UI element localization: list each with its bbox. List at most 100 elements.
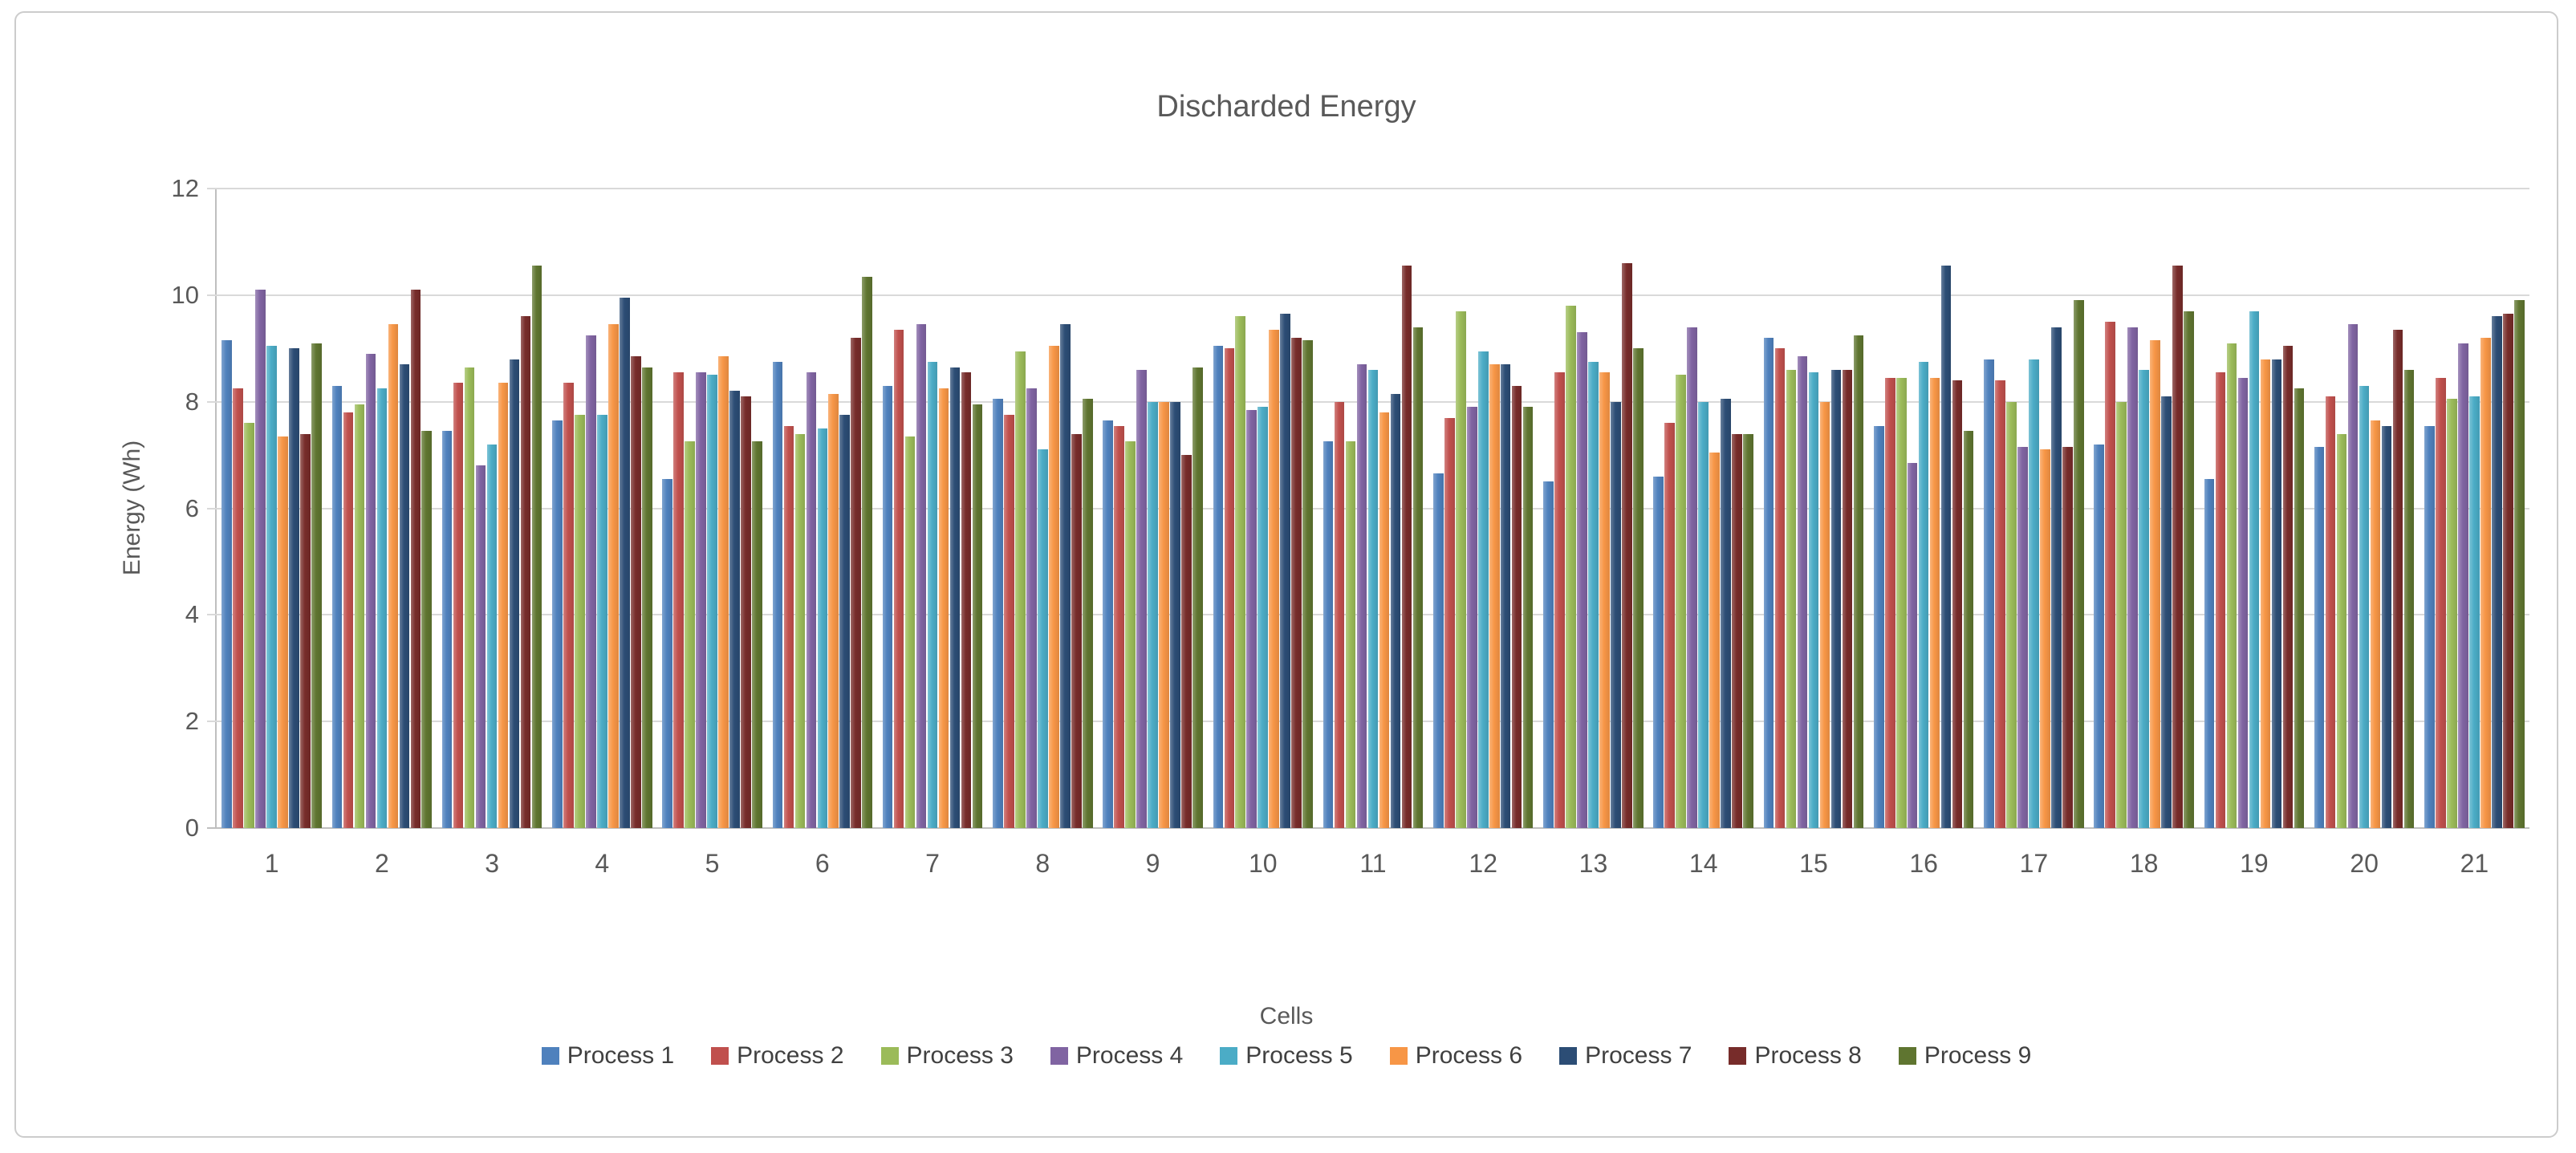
y-tick-label-4: 4 [185,600,199,629]
bar-process-2-cell-1 [233,388,243,828]
bar-process-2-cell-18 [2105,322,2115,828]
legend-swatch-icon [1729,1047,1747,1065]
bar-group-cell-16 [1869,189,1979,828]
x-tick-label-14: 14 [1688,849,1718,878]
bar-process-4-cell-17 [2017,447,2028,828]
legend-label: Process 9 [1924,1042,2032,1069]
legend-item-process-9: Process 9 [1898,1042,2032,1070]
chart-frame: Discharded Energy Energy (Wh) 0 2 4 6 8 10 12 1… [14,11,2558,1138]
legend-label: Process 8 [1754,1042,1862,1069]
bar-process-7-cell-15 [1830,369,1842,828]
bar-process-3-cell-13 [1566,306,1576,828]
gridline-y-12 [207,188,2529,189]
bar-process-4-cell-19 [2237,377,2249,828]
bar-process-3-cell-7 [904,436,916,828]
bar-process-7-cell-19 [2271,359,2282,828]
bar-process-7-cell-16 [1940,266,1952,828]
bar-process-8-cell-4 [630,356,641,828]
bar-process-1-cell-20 [2314,447,2325,828]
bar-process-6-cell-1 [278,436,288,828]
bar-process-5-cell-17 [2029,359,2039,828]
legend-item-process-4: Process 4 [1050,1042,1183,1070]
bar-process-6-cell-20 [2370,420,2381,828]
bar-process-7-cell-3 [509,359,520,828]
bar-process-5-cell-6 [817,428,828,828]
bar-group-cell-2 [327,189,437,828]
bar-process-8-cell-5 [741,396,751,828]
bar-process-7-cell-21 [2492,316,2502,828]
bar-group-cell-15 [1758,189,1868,828]
bar-process-3-cell-17 [2006,401,2017,828]
bar-process-6-cell-17 [2040,449,2050,828]
x-tick-label-16: 16 [1909,849,1938,878]
bar-process-1-cell-12 [1432,473,1444,828]
bar-process-8-cell-12 [1511,385,1522,828]
bar-process-2-cell-5 [673,372,684,828]
bar-process-1-cell-3 [441,431,453,828]
bar-process-3-cell-14 [1676,375,1687,828]
bar-group-cell-4 [547,189,657,828]
bar-group-cell-6 [767,189,877,828]
bar-process-4-cell-1 [255,290,266,828]
x-tick-label-10: 10 [1248,849,1278,878]
bar-process-5-cell-21 [2469,396,2480,828]
bar-process-3-cell-5 [685,441,695,828]
x-tick-label-15: 15 [1799,849,1828,878]
bar-process-1-cell-11 [1323,441,1334,828]
bar-process-8-cell-18 [2172,266,2183,828]
legend: Process 1 Process 2 Process 3 Process 4 Proc… [16,1042,2557,1070]
bar-process-8-cell-20 [2392,330,2403,828]
bar-process-7-cell-10 [1280,314,1291,828]
bar-process-5-cell-7 [927,361,938,828]
bar-group-cell-13 [1538,189,1648,828]
bar-process-4-cell-2 [365,353,376,828]
x-tick-label-20: 20 [2350,849,2379,878]
bar-process-1-cell-10 [1213,345,1224,828]
bar-process-2-cell-4 [563,383,574,828]
legend-label: Process 1 [567,1042,675,1069]
legend-item-process-1: Process 1 [541,1042,675,1070]
bar-process-6-cell-7 [938,388,949,828]
y-tick-label-2: 2 [185,707,199,736]
bar-process-5-cell-8 [1037,449,1048,828]
plot-area: 0 2 4 6 8 10 12 1 2 3 4 5 6 7 8 9 10 11 12 13 14 15 16 17 18 19 20… [172,174,2529,878]
bar-process-2-cell-21 [2436,377,2446,828]
bar-process-6-cell-13 [1599,372,1610,828]
bar-process-9-cell-13 [1633,348,1644,828]
bar-process-2-cell-15 [1774,348,1786,828]
x-tick-label-9: 9 [1145,849,1160,878]
bar-process-7-cell-7 [949,367,961,828]
bar-process-1-cell-16 [1873,425,1884,828]
bar-process-4-cell-3 [475,465,486,828]
y-tick-label-0: 0 [185,814,199,842]
x-tick-label-18: 18 [2129,849,2159,878]
bar-process-5-cell-13 [1588,361,1599,828]
bar-process-7-cell-8 [1059,324,1071,828]
bar-group-cell-8 [988,189,1098,828]
bar-process-6-cell-3 [498,383,509,828]
bar-process-8-cell-9 [1181,455,1192,828]
bar-process-3-cell-9 [1125,441,1136,828]
bar-process-6-cell-15 [1819,401,1830,828]
bar-process-7-cell-6 [839,415,851,828]
chart-title: Discharded Energy [1156,90,1416,124]
bar-process-2-cell-3 [453,383,464,828]
bar-process-4-cell-6 [806,372,817,828]
bar-process-1-cell-19 [2204,478,2215,828]
bar-group-cell-9 [1098,189,1208,828]
bar-process-5-cell-12 [1477,351,1489,828]
bar-group-cell-12 [1428,189,1538,828]
legend-swatch-icon [711,1047,729,1065]
bar-process-3-cell-15 [1786,369,1797,828]
bar-process-9-cell-21 [2514,300,2525,828]
bar-process-4-cell-20 [2347,324,2359,828]
bar-process-4-cell-15 [1797,356,1808,828]
legend-item-process-2: Process 2 [711,1042,844,1070]
bar-process-6-cell-19 [2260,359,2271,828]
bar-process-8-cell-2 [410,290,421,828]
bar-process-5-cell-3 [486,444,498,828]
bar-process-3-cell-16 [1895,377,1907,828]
bar-process-8-cell-1 [300,433,311,828]
bar-process-8-cell-21 [2503,314,2513,828]
bar-process-8-cell-3 [520,316,531,828]
